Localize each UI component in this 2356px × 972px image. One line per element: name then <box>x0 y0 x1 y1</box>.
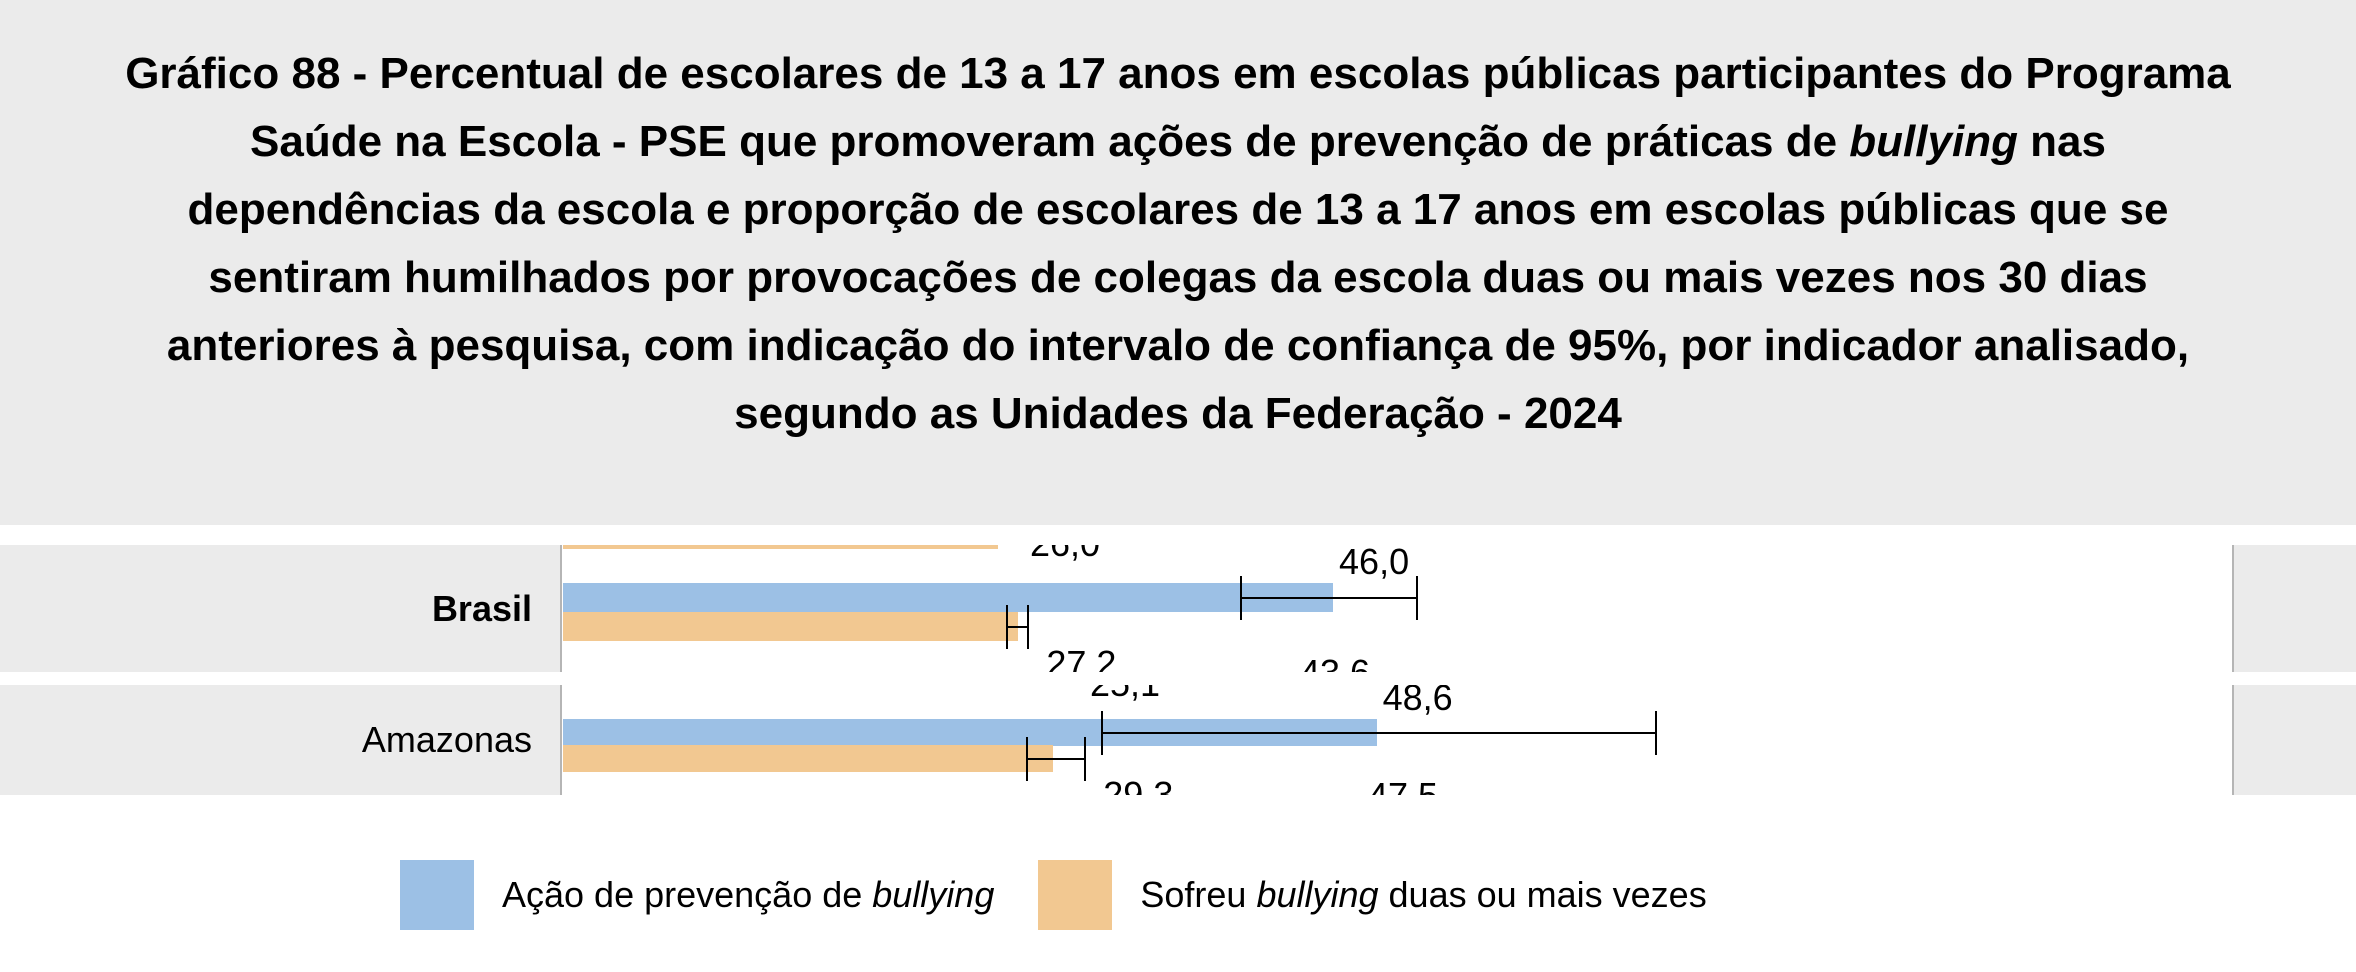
category-row: Brasil 46,0 27,2 26,0 43,6 <box>0 545 2356 672</box>
bar-prevencao <box>563 583 1334 612</box>
right-panel <box>2232 545 2356 672</box>
clipped-label: 25,1 <box>1090 685 1160 705</box>
error-bar <box>1102 731 1657 734</box>
bar-sofreu-clipped <box>563 545 999 549</box>
legend-swatch-sofreu <box>1038 860 1113 930</box>
right-panel <box>2232 685 2356 795</box>
category-label: Brasil <box>431 587 532 629</box>
data-label: 48,6 <box>1382 685 1453 718</box>
error-cap-low <box>1101 710 1104 755</box>
error-bar <box>1240 596 1417 599</box>
clipped-label: 26,0 <box>1030 545 1100 565</box>
legend-label: Sofreu bullying duas ou mais vezes <box>1140 874 1707 915</box>
clipped-label: 43,6 <box>1300 652 1370 672</box>
error-cap-low <box>1025 736 1028 781</box>
data-label: 29,3 <box>1103 774 1174 795</box>
category-label-cell: Amazonas <box>0 685 562 795</box>
error-cap-high <box>1415 575 1418 620</box>
error-cap-high <box>1084 736 1087 781</box>
category-row: Amazonas 48,6 29,3 25,1 47,5 <box>0 685 2356 795</box>
error-cap-high <box>1655 710 1658 755</box>
legend-item-sofreu: Sofreu bullying duas ou mais vezes <box>1038 860 1707 930</box>
error-cap-low <box>1005 604 1008 649</box>
category-label: Amazonas <box>361 719 532 760</box>
data-label: 27,2 <box>1046 643 1117 672</box>
error-cap-low <box>1239 575 1242 620</box>
bar-sofreu <box>563 612 1019 641</box>
chart-title: Gráfico 88 - Percentual de escolares de … <box>125 49 2231 438</box>
bar-sofreu <box>563 745 1054 772</box>
data-label: 46,0 <box>1339 545 1410 582</box>
legend: Ação de prevenção de bullying Sofreu bul… <box>400 860 1751 930</box>
legend-swatch-prevencao <box>400 860 474 930</box>
category-label-cell: Brasil <box>0 545 562 672</box>
error-bar <box>1026 757 1086 760</box>
clipped-label: 47,5 <box>1368 775 1438 795</box>
legend-item-prevencao: Ação de prevenção de bullying <box>400 860 994 930</box>
error-cap-high <box>1027 604 1030 649</box>
error-bar <box>1006 625 1029 628</box>
legend-label: Ação de prevenção de bullying <box>502 874 995 915</box>
title-band: Gráfico 88 - Percentual de escolares de … <box>0 0 2356 525</box>
